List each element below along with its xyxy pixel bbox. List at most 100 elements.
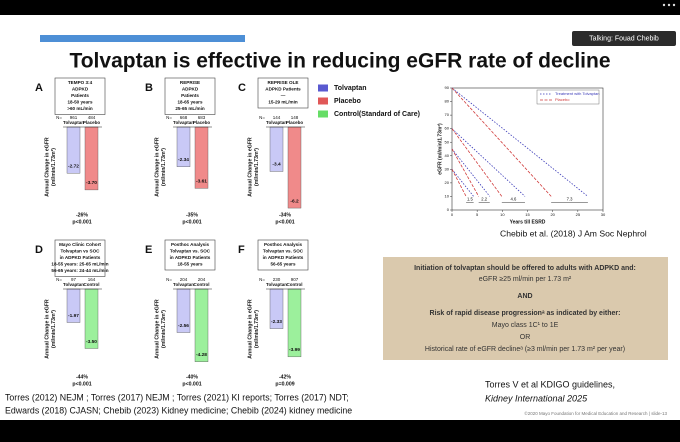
n-value: 164 (88, 277, 96, 282)
guideline-line: Risk of rapid disease progressionᵃ as in… (430, 310, 621, 317)
study-box-line: in ADPKD Patients (263, 255, 304, 260)
guideline-line: AND (517, 293, 532, 300)
result-label: -35% (186, 212, 198, 218)
guideline-source: Torres V et al KDIGO guidelines, (485, 379, 615, 389)
guideline-box (383, 257, 668, 360)
study-box (54, 77, 106, 115)
bar (194, 288, 209, 362)
speaker-name: Talking: Fouad Chebib (589, 35, 659, 42)
slide-title: Tolvaptan is effective in reducing eGFR … (69, 50, 610, 73)
y-axis-label-line: Annual Change in eGFR (154, 299, 160, 359)
guideline-line: eGFR ≥25 ml/min per 1.73 m² (479, 276, 572, 283)
accent-bar (40, 35, 245, 42)
study-box-line: 56-65 years (270, 262, 295, 267)
study-box (164, 239, 216, 271)
result-label: p=0.009 (275, 381, 294, 387)
study-box-line: 18-50 years (67, 100, 92, 105)
n-value: 230 (273, 277, 281, 282)
guideline-line: Initiation of tolvaptan should be offere… (414, 265, 636, 272)
value-label: -6.2 (290, 198, 299, 204)
study-box-line: 18-55 years: 25-65 mL/min (51, 262, 108, 267)
y-axis-label-line: (ml/min/1.73m²) (51, 310, 57, 348)
study-box-line: 18-55 years (177, 262, 202, 267)
result-label: -26% (76, 212, 88, 218)
study-box-line: Posthoc Analysis (264, 242, 303, 247)
y-tick-label: 10 (445, 194, 450, 199)
study-box-line: in ADPKD Patients (60, 255, 101, 260)
n-value: 144 (273, 115, 281, 120)
y-axis-label: Annual Change in eGFR (ml/min/1.73m²) (154, 137, 167, 197)
y-tick-label: 0 (447, 207, 450, 212)
study-box (257, 239, 309, 271)
y-axis-label-line: (ml/min/1.73m²) (161, 148, 167, 186)
x-tick-label: 15 (525, 212, 530, 217)
y-axis-label: Annual Change in eGFR (ml/min/1.73m²) (154, 299, 167, 359)
value-label: -1.97 (68, 313, 79, 319)
category-label: Control (287, 282, 303, 287)
y-axis-label: Annual Change in eGFR (ml/min/1.73m²) (44, 299, 57, 359)
panel-letter: C (238, 82, 246, 94)
menu-button[interactable] (662, 3, 676, 7)
value-label: -3.61 (196, 179, 207, 185)
result-label: p<0.001 (72, 219, 91, 225)
category-label: Tolvaptan (266, 120, 287, 125)
legend-swatch (318, 84, 328, 92)
y-axis-label-line: (ml/min/1.73m²) (161, 310, 167, 348)
reference: Torres (2012) NEJM ; Torres (2017) NEJM … (5, 392, 349, 402)
n-value: 683 (198, 115, 206, 120)
study-box-line: 18-65 years (177, 100, 202, 105)
result-label: p<0.001 (275, 219, 294, 225)
y-axis-label-line: Annual Change in eGFR (247, 299, 253, 359)
study-box-line: — (281, 93, 286, 98)
category-label: Control (84, 282, 100, 287)
legend-label: Treatment with Tolvaptan (555, 91, 599, 96)
n-value: 97 (71, 277, 77, 282)
n-value: 668 (180, 115, 188, 120)
n-label: N= (166, 277, 172, 282)
value-label: -2.72 (68, 164, 79, 170)
y-axis-label-line: Annual Change in eGFR (44, 299, 50, 359)
legend-swatch (318, 110, 328, 118)
y-tick-label: 90 (445, 85, 450, 90)
y-axis-label: Annual Change in eGFR (ml/min/1.73m²) (44, 137, 57, 197)
legend-label: Control(Standard of Care) (334, 111, 420, 118)
value-label: -2.33 (271, 319, 282, 325)
n-label: N= (56, 277, 62, 282)
n-label: N= (166, 115, 172, 120)
category-label: Placebo (83, 120, 101, 125)
n-label: N= (259, 277, 265, 282)
study-box-line: ADPKD (182, 87, 199, 92)
value-label: -2.56 (178, 323, 189, 329)
y-axis-label: Annual Change in eGFR (ml/min/1.73m²) (247, 299, 260, 359)
category-label: Tolvaptan (173, 120, 194, 125)
study-box-line: Posthoc Analysis (171, 242, 210, 247)
y-axis-label-line: (ml/min/1.73m²) (254, 310, 260, 348)
guideline-line: Historical rate of eGFR declineᵃ (≥3 ml/… (425, 346, 625, 353)
n-value: 204 (180, 277, 188, 282)
study-box-line: 15-29 mL/min (268, 100, 298, 105)
series-line (451, 87, 552, 197)
n-label: N= (259, 115, 265, 120)
panel-letter: A (35, 82, 43, 94)
study-box (164, 77, 216, 115)
legend-swatch (318, 97, 328, 105)
legend-label: Placebo (555, 97, 570, 102)
y-axis-label-line: Annual Change in eGFR (44, 137, 50, 197)
slide-footer: ©2020 Mayo Foundation for Medical Educat… (524, 410, 667, 416)
study-box-line: Tolvaptan vs. SOC (170, 249, 211, 254)
y-tick-label: 50 (445, 139, 450, 144)
study-box-line: Patients (71, 93, 89, 98)
legend-label: Placebo (334, 98, 361, 105)
result-label: -34% (279, 212, 291, 218)
study-box (257, 77, 309, 109)
x-axis-label: Years till ESRD (510, 219, 546, 225)
y-tick-label: 80 (445, 99, 450, 104)
y-tick-label: 30 (445, 166, 450, 171)
guideline-line: Mayo class 1C¹ to 1E (492, 322, 559, 329)
x-tick-label: 25 (576, 212, 581, 217)
category-label: Placebo (286, 120, 304, 125)
gap-label: 7.3 (567, 197, 573, 202)
category-label: Tolvaptan (63, 282, 84, 287)
value-label: -3.50 (86, 339, 97, 345)
